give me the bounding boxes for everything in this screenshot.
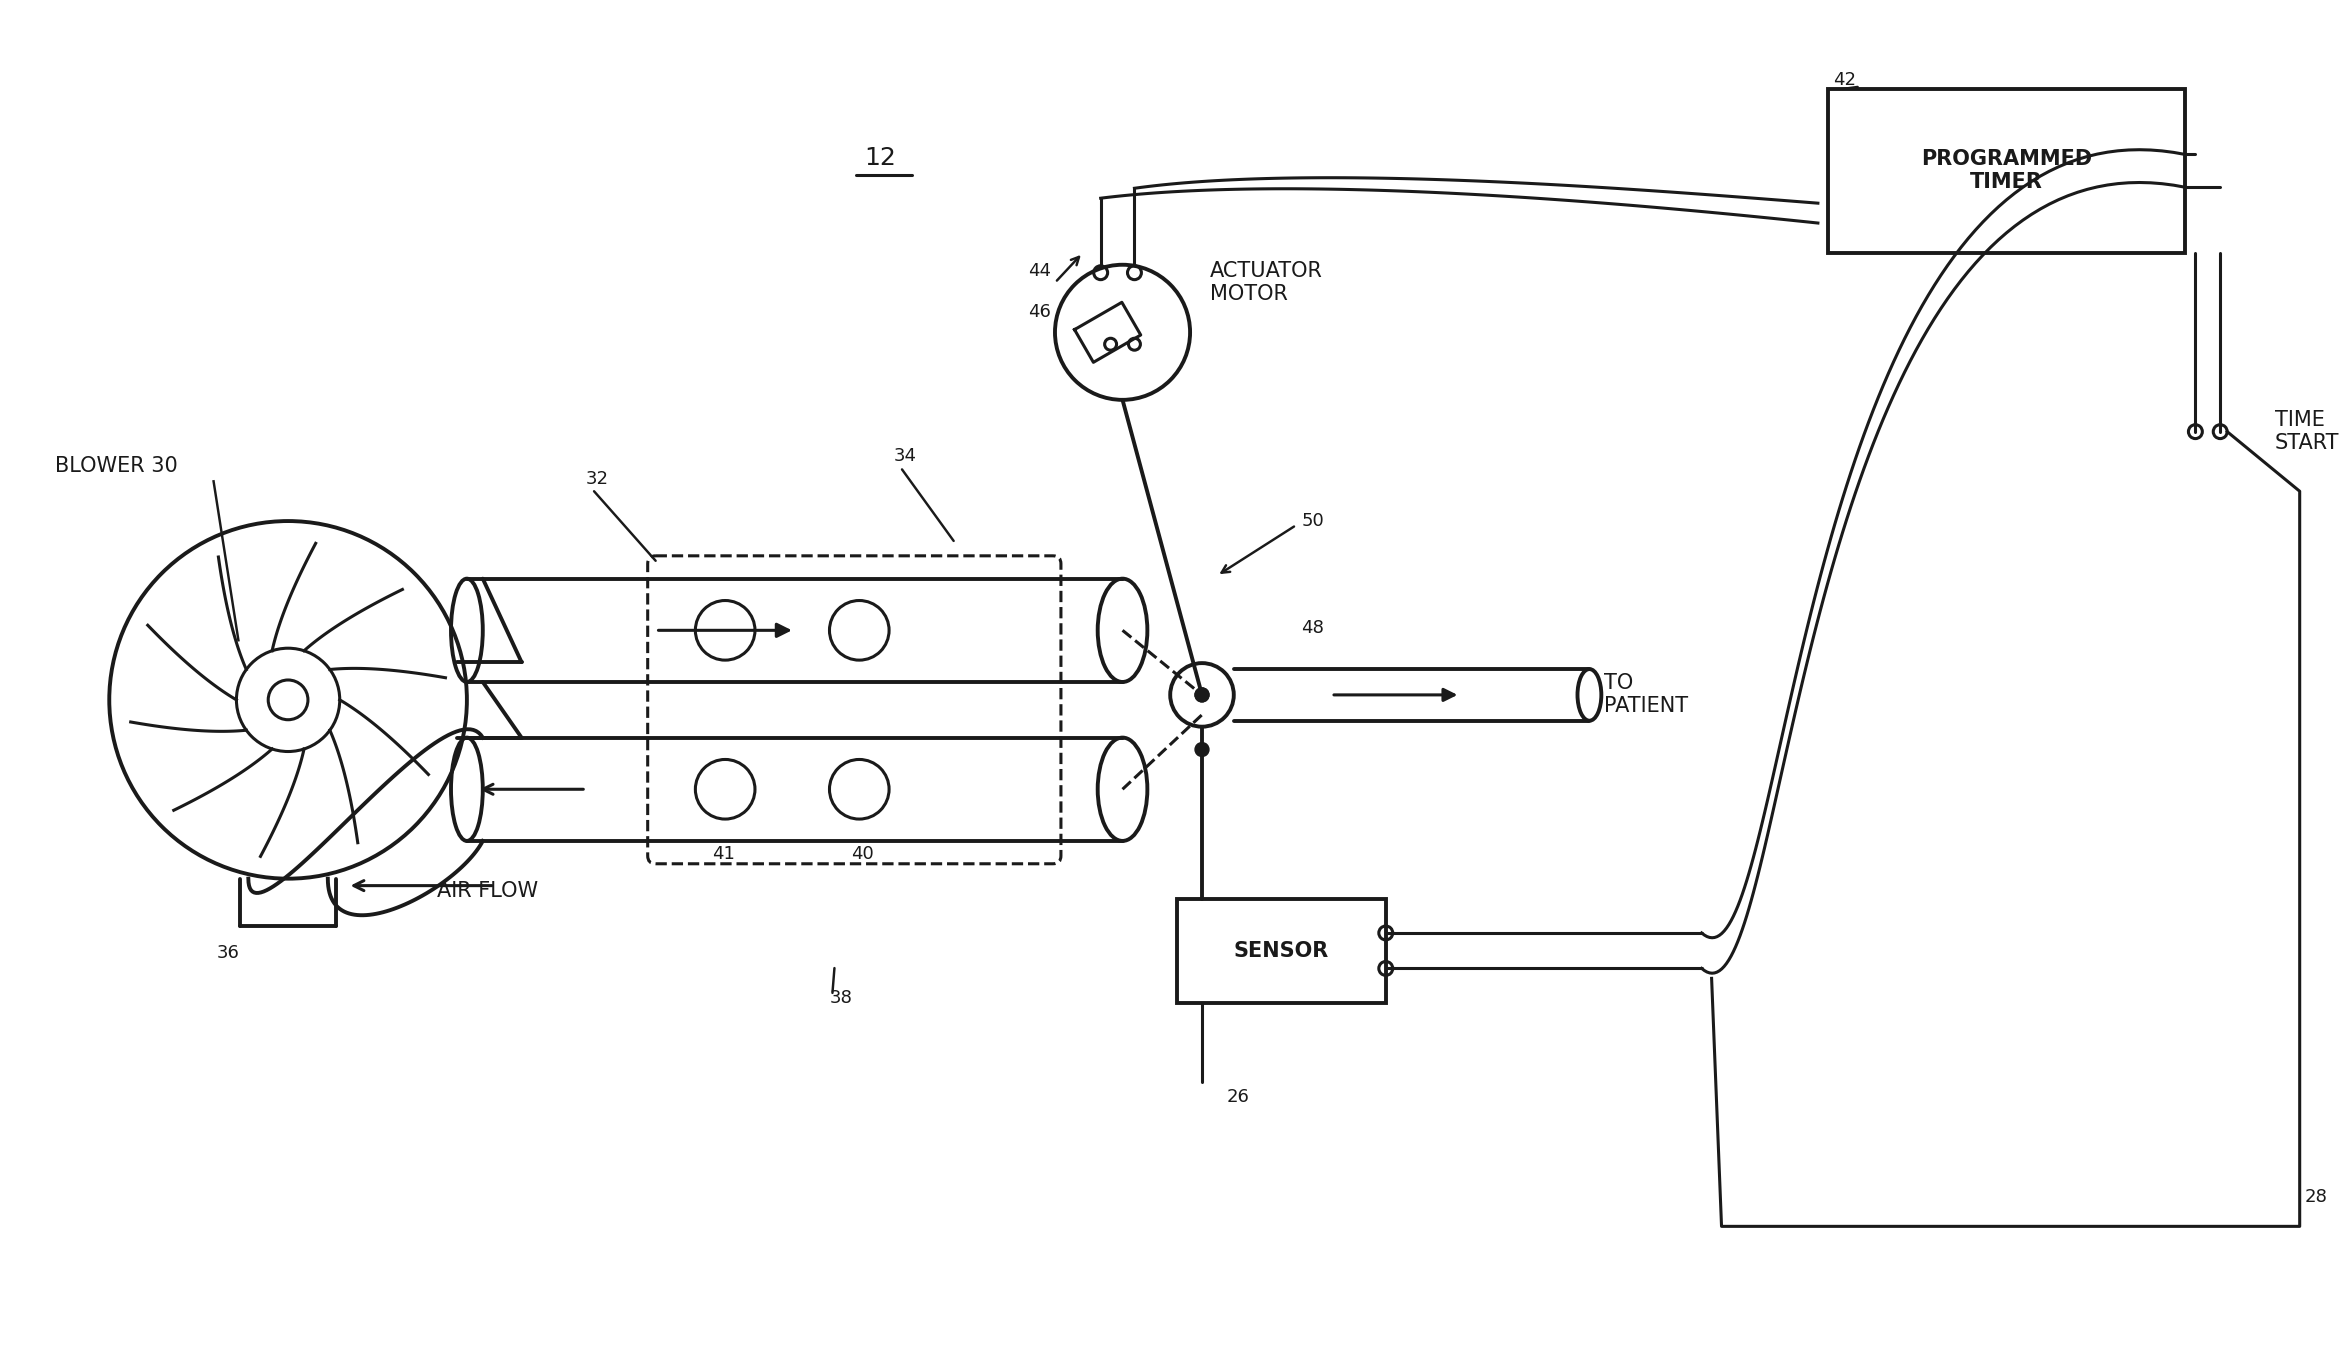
Text: 32: 32 xyxy=(586,470,610,489)
Circle shape xyxy=(1056,265,1189,399)
Text: BLOWER 30: BLOWER 30 xyxy=(54,456,178,477)
Ellipse shape xyxy=(1098,579,1147,682)
Circle shape xyxy=(267,680,307,720)
Text: 12: 12 xyxy=(863,147,896,171)
Text: 46: 46 xyxy=(1028,303,1051,322)
Text: 42: 42 xyxy=(1832,71,1856,90)
Ellipse shape xyxy=(1098,737,1147,841)
Text: TIME
START: TIME START xyxy=(2276,410,2339,454)
Text: 40: 40 xyxy=(852,845,873,862)
Text: 36: 36 xyxy=(218,944,239,963)
Circle shape xyxy=(1171,663,1234,727)
Text: PROGRAMMED
TIMER: PROGRAMMED TIMER xyxy=(1921,149,2093,193)
Text: 44: 44 xyxy=(1028,262,1051,280)
Circle shape xyxy=(694,600,755,660)
Text: 34: 34 xyxy=(894,448,917,466)
Text: 26: 26 xyxy=(1227,1088,1250,1107)
Text: 41: 41 xyxy=(711,845,734,862)
Text: 38: 38 xyxy=(830,989,852,1006)
Circle shape xyxy=(1194,689,1208,702)
Text: SENSOR: SENSOR xyxy=(1234,941,1330,960)
Circle shape xyxy=(830,759,889,819)
Circle shape xyxy=(1194,743,1208,756)
Text: 50: 50 xyxy=(1302,512,1323,530)
Text: ACTUATOR
MOTOR: ACTUATOR MOTOR xyxy=(1211,261,1323,304)
Text: 28: 28 xyxy=(2304,1187,2327,1206)
Ellipse shape xyxy=(1577,669,1602,721)
Circle shape xyxy=(830,600,889,660)
Text: AIR FLOW: AIR FLOW xyxy=(436,880,537,900)
Text: TO
PATIENT: TO PATIENT xyxy=(1605,674,1689,717)
Circle shape xyxy=(694,759,755,819)
Circle shape xyxy=(1194,689,1208,702)
Text: 48: 48 xyxy=(1302,619,1323,637)
